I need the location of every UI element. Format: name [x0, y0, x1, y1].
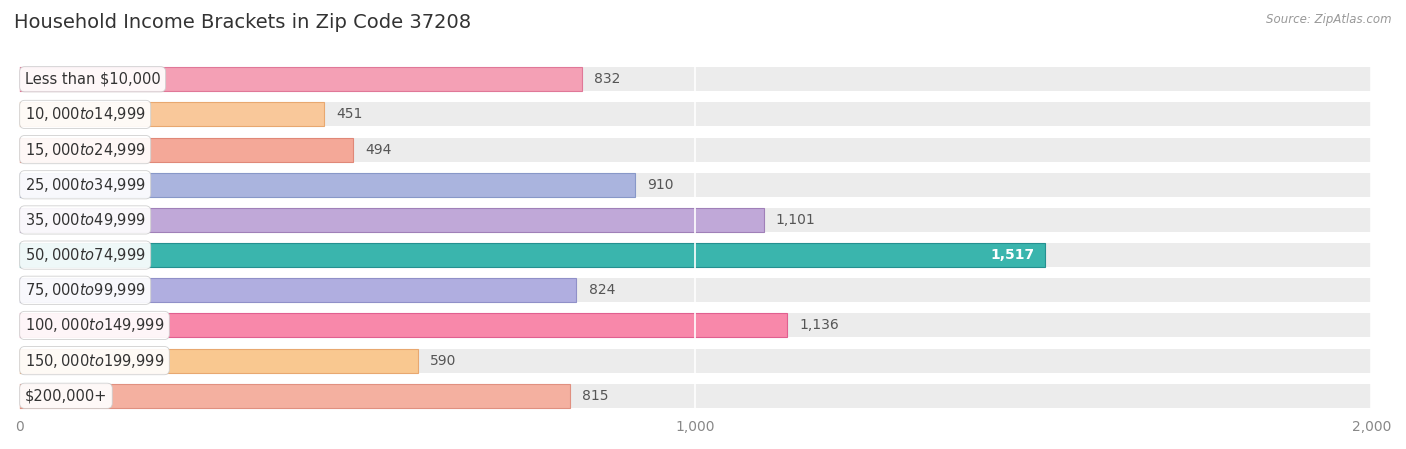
Bar — [20, 102, 325, 126]
Bar — [20, 67, 1371, 91]
Text: 1,517: 1,517 — [991, 248, 1035, 262]
Text: 1,136: 1,136 — [800, 318, 839, 332]
Bar — [20, 278, 1371, 302]
Bar — [20, 208, 763, 232]
Text: $15,000 to $24,999: $15,000 to $24,999 — [25, 141, 146, 158]
Bar — [20, 243, 1045, 267]
Text: $150,000 to $199,999: $150,000 to $199,999 — [25, 352, 165, 370]
Bar — [20, 349, 1371, 373]
Bar — [20, 243, 1371, 267]
Bar — [20, 313, 1371, 337]
Bar — [20, 384, 1371, 408]
Text: Source: ZipAtlas.com: Source: ZipAtlas.com — [1267, 13, 1392, 26]
Text: $50,000 to $74,999: $50,000 to $74,999 — [25, 246, 146, 264]
Text: 832: 832 — [593, 72, 620, 86]
Text: 590: 590 — [430, 354, 457, 368]
Text: $10,000 to $14,999: $10,000 to $14,999 — [25, 106, 146, 123]
Text: $75,000 to $99,999: $75,000 to $99,999 — [25, 281, 146, 299]
Text: 815: 815 — [582, 389, 609, 403]
Bar — [20, 67, 582, 91]
Text: $25,000 to $34,999: $25,000 to $34,999 — [25, 176, 146, 194]
Text: $35,000 to $49,999: $35,000 to $49,999 — [25, 211, 146, 229]
Bar — [20, 102, 1371, 126]
Bar — [20, 384, 571, 408]
Text: Less than $10,000: Less than $10,000 — [25, 72, 160, 87]
Text: Household Income Brackets in Zip Code 37208: Household Income Brackets in Zip Code 37… — [14, 13, 471, 32]
Text: 1,101: 1,101 — [776, 213, 815, 227]
Text: $200,000+: $200,000+ — [25, 388, 107, 403]
Bar — [20, 278, 576, 302]
Text: 451: 451 — [336, 107, 363, 121]
Text: 910: 910 — [647, 178, 673, 192]
Bar — [20, 138, 1371, 162]
Text: 824: 824 — [589, 283, 614, 297]
Text: $100,000 to $149,999: $100,000 to $149,999 — [25, 317, 165, 335]
Bar — [20, 349, 418, 373]
Bar — [20, 138, 353, 162]
Bar — [20, 173, 1371, 197]
Bar — [20, 208, 1371, 232]
Text: 494: 494 — [366, 143, 392, 157]
Bar — [20, 313, 787, 337]
Bar — [20, 173, 634, 197]
